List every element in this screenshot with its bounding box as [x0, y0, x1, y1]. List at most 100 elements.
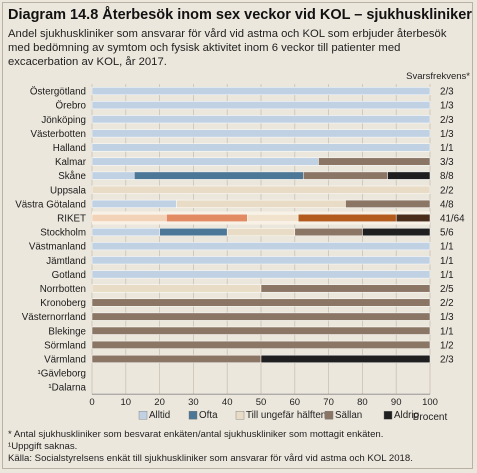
bar-segment — [226, 228, 296, 237]
bar-segment — [91, 284, 262, 293]
bar-segment — [294, 228, 363, 237]
chart-title: Diagram 14.8 Återbesök inom sex veckor v… — [8, 7, 472, 23]
response-rate-label: 4/8 — [440, 199, 454, 210]
response-rate-label: 3/3 — [440, 157, 454, 168]
legend-swatch — [138, 411, 148, 420]
category-label: Kronoberg — [40, 298, 86, 309]
bar-segment — [91, 270, 431, 279]
response-rate-label: 41/64 — [440, 213, 465, 224]
bar-segment — [91, 199, 177, 208]
bar-segment — [91, 171, 135, 180]
category-label: ¹Gävleborg — [38, 369, 86, 380]
x-tick-label: 30 — [188, 397, 199, 408]
x-tick-label: 0 — [89, 397, 94, 408]
x-tick-label: 100 — [422, 397, 438, 408]
footnotes: * Antal sjukhuskliniker som besvarat enk… — [8, 429, 473, 466]
bar-segment — [91, 143, 431, 152]
x-tick-label: 90 — [391, 397, 402, 408]
bar-segment — [91, 354, 262, 363]
footnote-source: Källa: Socialstyrelsens enkät till sjukh… — [8, 453, 413, 465]
bar-segment — [318, 157, 431, 166]
bar-segment — [176, 199, 346, 208]
bar-segment — [91, 185, 431, 194]
response-rate-label: 5/6 — [440, 228, 454, 239]
category-label: Blekinge — [48, 326, 86, 337]
category-label: Norrbotten — [40, 284, 86, 295]
category-label: Västra Götaland — [15, 199, 86, 210]
x-tick-label: 10 — [121, 397, 132, 408]
bar-segment — [303, 171, 388, 180]
bar-segment — [91, 157, 319, 166]
response-rate-label: 2/5 — [440, 284, 454, 295]
response-rate-label: 1/3 — [440, 312, 454, 323]
bar-segment — [387, 171, 431, 180]
category-label: Jämtland — [46, 256, 86, 267]
response-rate-label: 1/2 — [440, 340, 454, 351]
bar-segment — [91, 256, 431, 265]
response-rate-label: 2/2 — [440, 185, 454, 196]
legend-swatch — [324, 411, 334, 420]
category-label: Västernorrland — [22, 312, 86, 323]
bar-segment — [91, 340, 431, 349]
bar-segment — [297, 213, 397, 222]
response-rate-label: 1/1 — [440, 242, 454, 253]
response-rate-label: 1/3 — [440, 101, 454, 112]
legend-label: Till ungefär hälften — [246, 410, 326, 421]
bar-segment — [395, 213, 431, 222]
category-label: Kalmar — [55, 157, 87, 168]
bar-segment — [166, 213, 248, 222]
bar-segment — [91, 312, 431, 321]
bar-segment — [91, 213, 167, 222]
bar-segment — [362, 228, 431, 237]
chart-subtitle: Andel sjukhuskliniker som ansvarar för v… — [8, 28, 447, 68]
category-label: Jönköping — [41, 115, 86, 126]
bar-segment — [134, 171, 304, 180]
category-label: Västmanland — [29, 242, 86, 253]
bar-segment — [91, 242, 431, 251]
response-rate-label: 2/3 — [440, 354, 454, 365]
x-tick-label: 40 — [222, 397, 233, 408]
category-label: Värmland — [44, 354, 86, 365]
category-label: Örebro — [56, 101, 87, 112]
response-rate-label: 1/3 — [440, 129, 454, 140]
response-rate-label: 1/1 — [440, 256, 454, 267]
category-label: Sörmland — [44, 340, 86, 351]
bar-segment — [91, 326, 431, 335]
category-label: Uppsala — [50, 185, 86, 196]
x-tick-label: 70 — [323, 397, 334, 408]
legend-label: Sällan — [335, 410, 362, 421]
footnote-missing-data: ¹Uppgift saknas. — [8, 441, 78, 453]
legend-swatch — [383, 411, 393, 420]
bar-segment — [159, 228, 228, 237]
response-rate-label: 1/1 — [440, 270, 454, 281]
category-label: Stockholm — [40, 228, 86, 239]
legend-label: Ofta — [199, 410, 218, 421]
bar-segment — [260, 284, 431, 293]
bar-segment — [345, 199, 431, 208]
bar-segment — [260, 354, 431, 363]
response-rate-label: 1/1 — [440, 326, 454, 337]
x-axis-title: Procent — [413, 412, 448, 423]
footnote-response-rate: * Antal sjukhuskliniker som besvarat enk… — [8, 429, 384, 440]
bar-segment — [91, 129, 431, 138]
response-rate-label: 2/2 — [440, 298, 454, 309]
x-tick-label: 50 — [256, 397, 267, 408]
bar-segment — [91, 228, 160, 237]
category-label: Halland — [53, 143, 86, 154]
bar-segment — [91, 101, 431, 110]
response-rate-label: 1/1 — [440, 143, 454, 154]
response-rate-label: 2/3 — [440, 115, 454, 126]
x-tick-label: 20 — [154, 397, 165, 408]
bar-segment — [91, 298, 431, 307]
category-label: Östergötland — [30, 87, 86, 98]
legend-swatch — [188, 411, 198, 420]
category-label: ¹Dalarna — [48, 383, 86, 394]
bar-segment — [91, 87, 431, 96]
category-label: Västerbotten — [30, 129, 86, 140]
response-rate-label: 8/8 — [440, 171, 454, 182]
category-label: Gotland — [52, 270, 86, 281]
x-tick-label: 60 — [290, 397, 301, 408]
legend-swatch — [235, 411, 245, 420]
category-label: Skåne — [58, 171, 86, 182]
